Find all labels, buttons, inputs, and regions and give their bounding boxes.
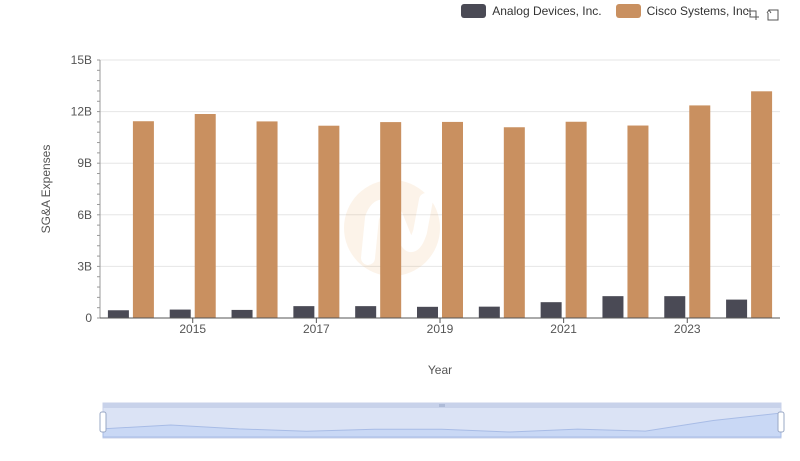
x-tick-label: 2015 xyxy=(179,322,206,336)
y-tick-label: 15B xyxy=(71,53,92,67)
zoom-grip[interactable] xyxy=(439,404,445,407)
bar-analog-devices[interactable] xyxy=(293,306,315,318)
bars xyxy=(107,91,773,319)
bar-analog-devices[interactable] xyxy=(664,296,686,318)
restore-icon[interactable] xyxy=(766,7,780,21)
axes: 0 3B 6B 9B 12B 15B 2015 2017 2019 2021 2023 xyxy=(71,53,780,336)
bar-analog-devices[interactable] xyxy=(169,309,191,318)
y-axis-label: SG&A Expenses xyxy=(39,145,53,234)
bar-cisco-systems[interactable] xyxy=(194,114,216,319)
bar-cisco-systems[interactable] xyxy=(689,105,711,319)
bar-analog-devices[interactable] xyxy=(231,309,253,318)
toolbox xyxy=(746,7,780,21)
bar-analog-devices[interactable] xyxy=(602,296,624,318)
legend-label-analog: Analog Devices, Inc. xyxy=(492,4,602,18)
legend-swatch-cisco xyxy=(615,4,641,18)
y-tick-label: 0 xyxy=(85,311,92,325)
bar-analog-devices[interactable] xyxy=(726,299,748,318)
legend: Analog Devices, Inc. Cisco Systems, Inc. xyxy=(461,4,752,18)
legend-swatch-analog xyxy=(461,4,487,18)
bar-cisco-systems[interactable] xyxy=(132,121,154,319)
bar-cisco-systems[interactable] xyxy=(503,127,525,318)
x-axis-label: Year xyxy=(428,363,452,377)
zoom-handle-right[interactable] xyxy=(777,411,785,433)
bar-cisco-systems[interactable] xyxy=(627,125,649,318)
zoom-handle-left[interactable] xyxy=(99,411,107,433)
legend-label-cisco: Cisco Systems, Inc. xyxy=(646,4,752,18)
x-tick-label: 2021 xyxy=(550,322,577,336)
legend-item-analog[interactable]: Analog Devices, Inc. xyxy=(461,4,602,18)
bar-cisco-systems[interactable] xyxy=(442,121,463,318)
bar-cisco-systems[interactable] xyxy=(751,91,773,318)
zoom-icon[interactable] xyxy=(746,7,760,21)
x-tick-label: 2019 xyxy=(427,322,454,336)
bar-cisco-systems[interactable] xyxy=(256,121,278,319)
bar-analog-devices[interactable] xyxy=(478,306,500,318)
data-zoom-preview xyxy=(102,412,782,438)
bar-cisco-systems[interactable] xyxy=(565,121,587,318)
bar-analog-devices[interactable] xyxy=(355,306,377,318)
y-tick-label: 6B xyxy=(77,208,92,222)
y-tick-label: 12B xyxy=(71,105,92,119)
legend-item-cisco[interactable]: Cisco Systems, Inc. xyxy=(615,4,752,18)
y-tick-label: 9B xyxy=(77,156,92,170)
bar-cisco-systems[interactable] xyxy=(318,125,340,318)
bar-analog-devices[interactable] xyxy=(107,310,129,318)
bar-cisco-systems[interactable] xyxy=(380,122,402,318)
x-tick-label: 2017 xyxy=(303,322,330,336)
y-tick-label: 3B xyxy=(77,259,92,273)
x-tick-label: 2023 xyxy=(674,322,701,336)
data-zoom-slider[interactable] xyxy=(99,402,785,439)
bar-analog-devices[interactable] xyxy=(417,306,438,318)
bar-analog-devices[interactable] xyxy=(540,302,562,318)
